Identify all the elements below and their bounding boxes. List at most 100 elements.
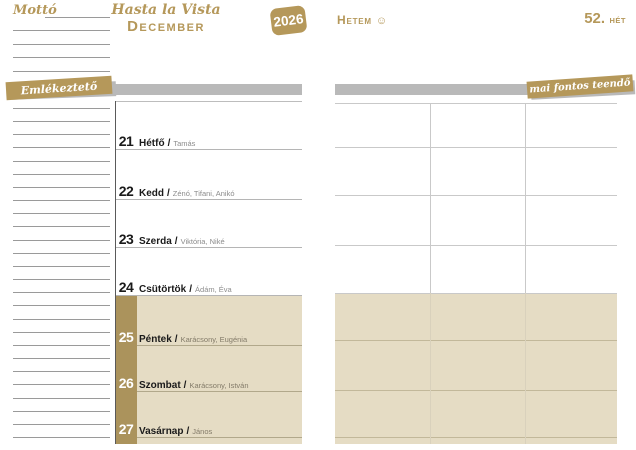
todo-grid-cell[interactable] (525, 245, 617, 293)
day-separator: / (186, 426, 190, 437)
nameday-names: Viktória, Niké (180, 237, 225, 246)
ruled-line (13, 397, 110, 399)
day-number: 21 (118, 133, 134, 149)
ruled-line (13, 70, 110, 72)
day-row-25[interactable]: 25 Péntek / Karácsony, Eugénia (115, 330, 302, 346)
day-row-26[interactable]: 26 Szombat / Karácsony, István (115, 376, 302, 392)
day-name: Péntek (139, 334, 172, 345)
ruled-line (13, 239, 110, 241)
weekend-highlight-right (335, 293, 617, 444)
day-separator: / (174, 236, 178, 247)
day-underline (116, 247, 302, 248)
day-row-21[interactable]: 21 Hétfő / Tamás (115, 134, 302, 150)
motto-label: Mottó (13, 3, 57, 18)
day-name: Szerda (139, 236, 172, 247)
ruled-line (13, 384, 110, 386)
ruled-line (13, 252, 110, 254)
todo-grid-cell[interactable] (525, 293, 617, 340)
ruled-line (13, 331, 110, 333)
ruled-line (13, 423, 110, 425)
todo-grid-cell[interactable] (525, 340, 617, 390)
day-separator: / (167, 138, 171, 149)
todo-grid-cell[interactable] (430, 390, 525, 437)
day-underline (116, 295, 302, 296)
todo-grid-cell[interactable] (335, 103, 430, 147)
day-number: 26 (118, 375, 134, 391)
day-name: Szombat (139, 380, 181, 391)
todo-grid-cell[interactable] (525, 195, 617, 245)
ruled-line (45, 17, 110, 18)
day-underline (137, 391, 302, 392)
nameday-names: János (192, 427, 213, 436)
todo-grid-line (525, 293, 526, 444)
todo-grid-cell[interactable] (430, 340, 525, 390)
ruled-line (13, 437, 110, 438)
nameday-names: Tamás (173, 139, 196, 148)
todo-grid-cell[interactable] (430, 293, 525, 340)
ruled-line (13, 410, 110, 412)
year-label: 2026 (272, 11, 305, 30)
day-separator: / (167, 188, 170, 199)
todo-grid-line (335, 437, 617, 438)
week-unit-label: hét (609, 16, 626, 25)
ruled-line (13, 200, 110, 202)
day-row-27[interactable]: 27 Vasárnap / János (115, 422, 302, 438)
ruled-line (13, 358, 110, 360)
day-underline (116, 149, 302, 150)
todo-grid-line (430, 103, 431, 293)
ruled-line (13, 134, 110, 136)
ruled-line (13, 344, 110, 346)
todo-grid-cell[interactable] (335, 245, 430, 293)
todo-grid-cell[interactable] (430, 195, 525, 245)
todo-grid-cell[interactable] (430, 147, 525, 195)
todo-grid-cell[interactable] (525, 147, 617, 195)
day-underline (137, 345, 302, 346)
day-number: 27 (118, 421, 134, 437)
week-number: 52. (584, 10, 606, 27)
weekend-number-strip (115, 296, 137, 444)
ruled-line (13, 318, 110, 320)
week-number-box: 52. hét (572, 10, 626, 28)
my-week-label: Hetem ☺ (337, 13, 388, 27)
todo-grid-cell[interactable] (335, 293, 430, 340)
day-row-22[interactable]: 22 Kedd / Zénó, Tifani, Anikó (115, 184, 302, 200)
todo-grid-cell[interactable] (525, 103, 617, 147)
ruled-line (13, 226, 110, 228)
nameday-names: Ádám, Éva (195, 285, 232, 294)
todo-grid-line (335, 340, 617, 341)
ruled-line (13, 173, 110, 175)
ruled-line (13, 147, 110, 149)
day-name: Csütörtök (139, 284, 187, 295)
todo-grid-line (335, 390, 617, 391)
ruled-line (13, 121, 110, 123)
day-separator: / (183, 380, 187, 391)
day-row-23[interactable]: 23 Szerda / Viktória, Niké (115, 232, 302, 248)
day-number: 25 (118, 329, 134, 345)
todo-grid-line (430, 293, 431, 444)
day-separator: / (189, 284, 193, 295)
ruled-line (13, 279, 110, 281)
ruled-line (13, 43, 110, 45)
nameday-names: Karácsony, István (189, 381, 249, 390)
todo-grid-cell[interactable] (335, 390, 430, 437)
my-week-text: Hetem (337, 13, 372, 27)
smiley-icon: ☺ (375, 15, 388, 27)
todo-grid-line (335, 293, 617, 294)
page-title: Hasta la Vista December (110, 2, 222, 35)
day-underline (116, 199, 302, 200)
todo-grid-cell[interactable] (525, 390, 617, 437)
day-number: 22 (118, 183, 134, 199)
todo-grid-cell[interactable] (430, 103, 525, 147)
todo-grid-cell[interactable] (335, 147, 430, 195)
day-row-24[interactable]: 24 Csütörtök / Ádám, Éva (115, 280, 302, 296)
todo-grid-cell[interactable] (335, 340, 430, 390)
reminder-banner-label: Emlékeztető (20, 79, 98, 97)
ruled-line (13, 186, 110, 188)
ruled-line (13, 30, 110, 31)
ruled-line (13, 305, 110, 307)
todo-grid-cell[interactable] (430, 245, 525, 293)
ruled-line (13, 160, 110, 162)
todo-grid-cell[interactable] (335, 195, 430, 245)
ruled-line (13, 108, 110, 109)
